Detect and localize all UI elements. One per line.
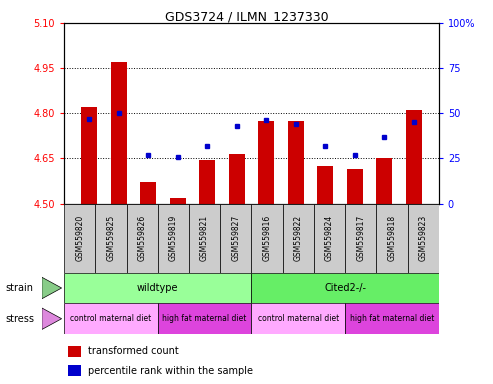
Text: stress: stress — [5, 314, 34, 324]
Text: GSM559819: GSM559819 — [169, 215, 178, 261]
Bar — [314, 204, 345, 273]
Text: percentile rank within the sample: percentile rank within the sample — [88, 366, 253, 376]
Bar — [408, 204, 439, 273]
Bar — [251, 303, 345, 334]
Bar — [282, 204, 314, 273]
Bar — [376, 204, 408, 273]
Bar — [95, 204, 127, 273]
Bar — [64, 273, 251, 303]
Text: GSM559816: GSM559816 — [263, 215, 272, 261]
Bar — [64, 303, 158, 334]
Bar — [68, 365, 81, 376]
Text: control maternal diet: control maternal diet — [258, 314, 339, 323]
Text: GSM559820: GSM559820 — [75, 215, 84, 261]
Text: GSM559818: GSM559818 — [387, 215, 396, 261]
Bar — [170, 197, 186, 204]
Bar — [345, 303, 439, 334]
Text: high fat maternal diet: high fat maternal diet — [350, 314, 434, 323]
Polygon shape — [42, 277, 62, 299]
Bar — [189, 204, 220, 273]
Text: control maternal diet: control maternal diet — [70, 314, 151, 323]
Bar — [347, 169, 363, 204]
Text: GSM559821: GSM559821 — [200, 215, 209, 261]
Bar — [376, 158, 392, 204]
Bar — [258, 121, 274, 204]
Text: GSM559823: GSM559823 — [419, 215, 427, 261]
Text: GSM559826: GSM559826 — [138, 215, 146, 261]
Bar — [158, 204, 189, 273]
Text: GSM559824: GSM559824 — [325, 215, 334, 261]
Bar — [81, 107, 97, 204]
Bar — [251, 273, 439, 303]
Bar — [68, 346, 81, 357]
Text: GSM559827: GSM559827 — [231, 215, 240, 261]
Bar — [287, 121, 304, 204]
Bar — [406, 110, 422, 204]
Bar — [229, 154, 245, 204]
Bar — [127, 204, 158, 273]
Bar — [251, 204, 282, 273]
Text: strain: strain — [5, 283, 33, 293]
Text: GSM559822: GSM559822 — [294, 215, 303, 261]
Bar — [317, 166, 333, 204]
Bar — [220, 204, 251, 273]
Bar — [64, 204, 95, 273]
Text: GSM559817: GSM559817 — [356, 215, 365, 261]
Bar — [158, 303, 251, 334]
Text: GSM559825: GSM559825 — [106, 215, 115, 261]
Bar — [345, 204, 376, 273]
Text: GDS3724 / ILMN_1237330: GDS3724 / ILMN_1237330 — [165, 10, 328, 23]
Bar — [110, 62, 127, 204]
Text: wildtype: wildtype — [137, 283, 178, 293]
Polygon shape — [42, 308, 62, 329]
Text: high fat maternal diet: high fat maternal diet — [162, 314, 247, 323]
Text: transformed count: transformed count — [88, 346, 179, 356]
Bar — [140, 182, 156, 204]
Bar — [199, 160, 215, 204]
Text: Cited2-/-: Cited2-/- — [324, 283, 366, 293]
